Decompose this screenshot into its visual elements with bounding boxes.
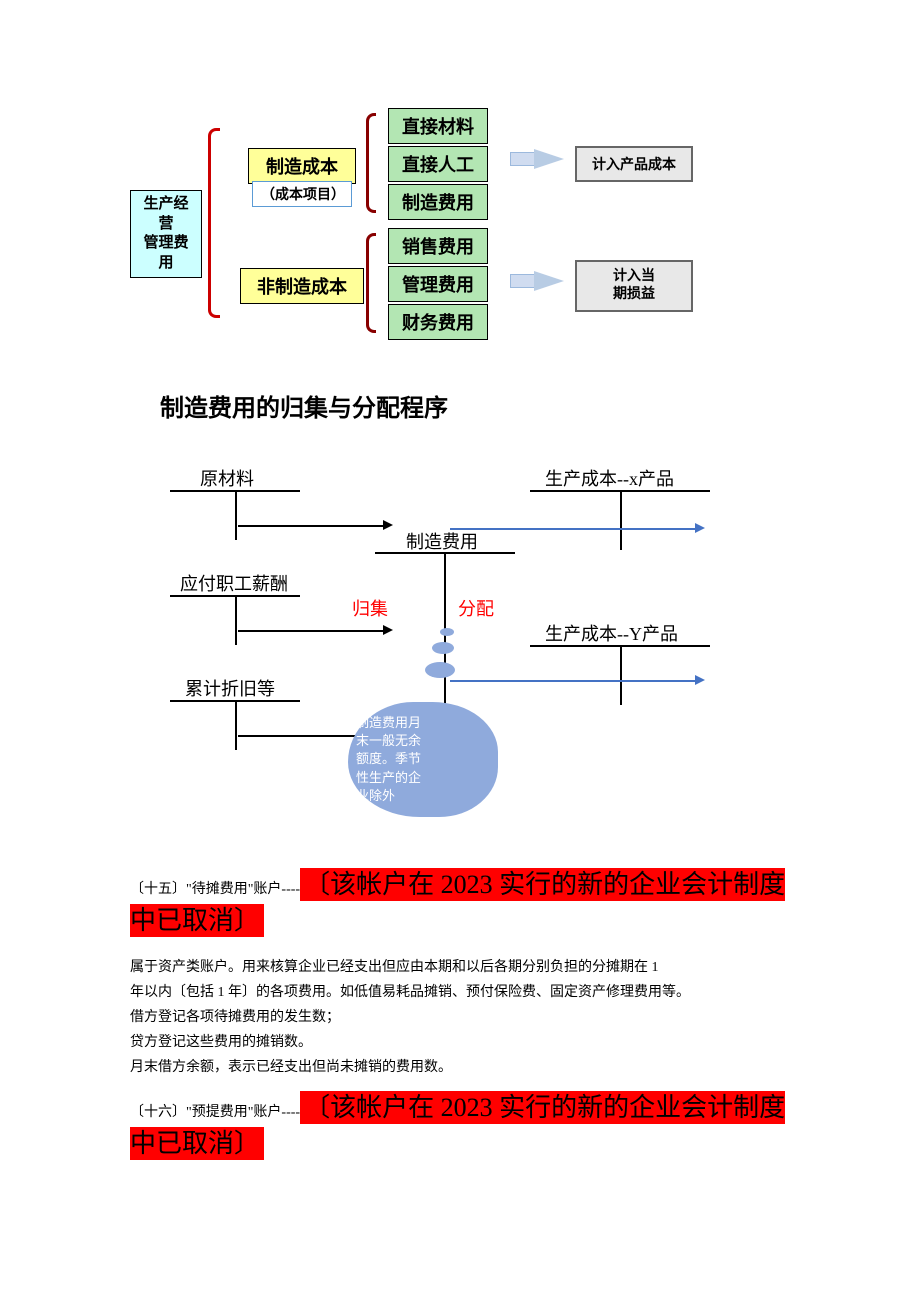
group1-item2: 制造费用 [388, 184, 488, 220]
group2-result: 计入当 期损益 [575, 260, 693, 312]
section16-heading: 〔十六〕"预提费用"账户---- [130, 1105, 300, 1120]
section15-body3: 贷方登记这些费用的摊销数。 [130, 1030, 790, 1055]
center-left-label: 归集 [352, 595, 388, 621]
section15-body1: 年以内〔包括 1 年〕的各项费用。如低值易耗品摊销、预付保险费、固定资产修理费用… [130, 980, 790, 1005]
center-acct-label: 制造费用 [406, 528, 478, 554]
section15-body2: 借方登记各项待摊费用的发生数； [130, 1005, 790, 1030]
diagram1-container: 生产经营 管理费用 制造成本 （成本项目） 直接材料 直接人工 制造费用 计入产… [130, 98, 770, 348]
diagram2-container: 原材料 应付职工薪酬 累计折旧等 制造费用 归集 分配 生产成本--x产品 [130, 440, 790, 840]
right-acct0-label: 生产成本--x产品 [545, 465, 674, 491]
section15-heading: 〔十五〕"待摊费用"账户---- [130, 882, 300, 897]
page-container: 生产经营 管理费用 制造成本 （成本项目） 直接材料 直接人工 制造费用 计入产… [0, 0, 920, 1302]
group2-item2: 财务费用 [388, 304, 488, 340]
section15-body4: 月末借方余额，表示已经支出但尚未摊销的费用数。 [130, 1055, 790, 1080]
group2-item0: 销售费用 [388, 228, 488, 264]
diagram2-title: 制造费用的归集与分配程序 [160, 388, 448, 423]
right-acct1-label: 生产成本--Y产品 [545, 620, 678, 646]
section15-highlight: 〔该帐户在 2023 实行的新的企业会计制度中已取消〕 [130, 868, 785, 937]
group1-result: 计入产品成本 [575, 146, 693, 182]
section16-highlight: 〔该帐户在 2023 实行的新的企业会计制度中已取消〕 [130, 1091, 785, 1160]
group1-item1: 直接人工 [388, 146, 488, 182]
left-acct1-label: 应付职工薪酬 [180, 570, 288, 596]
cloud-note: 制造费用月 末一般无余 额度。季节 性生产的企 业除外 [348, 702, 498, 817]
left-acct2-label: 累计折旧等 [185, 675, 275, 701]
bracket-main [208, 128, 220, 318]
group1-item0: 直接材料 [388, 108, 488, 144]
left-acct0-label: 原材料 [200, 465, 254, 491]
section15-body0: 属于资产类账户。用来核算企业已经支出但应由本期和以后各期分别负担的分摊期在 1 [130, 955, 790, 980]
group2-item1: 管理费用 [388, 266, 488, 302]
group1-title: 制造成本 [248, 148, 356, 184]
section15: 〔十五〕"待摊费用"账户----〔该帐户在 2023 实行的新的企业会计制度中已… [130, 867, 790, 940]
group2-title: 非制造成本 [240, 268, 364, 304]
bracket-group1 [366, 113, 376, 213]
bracket-group2 [366, 233, 376, 333]
root-box: 生产经营 管理费用 [130, 190, 202, 278]
group1-subtitle: （成本项目） [252, 181, 352, 207]
center-right-label: 分配 [458, 595, 494, 621]
section16: 〔十六〕"预提费用"账户----〔该帐户在 2023 实行的新的企业会计制度中已… [130, 1090, 790, 1163]
